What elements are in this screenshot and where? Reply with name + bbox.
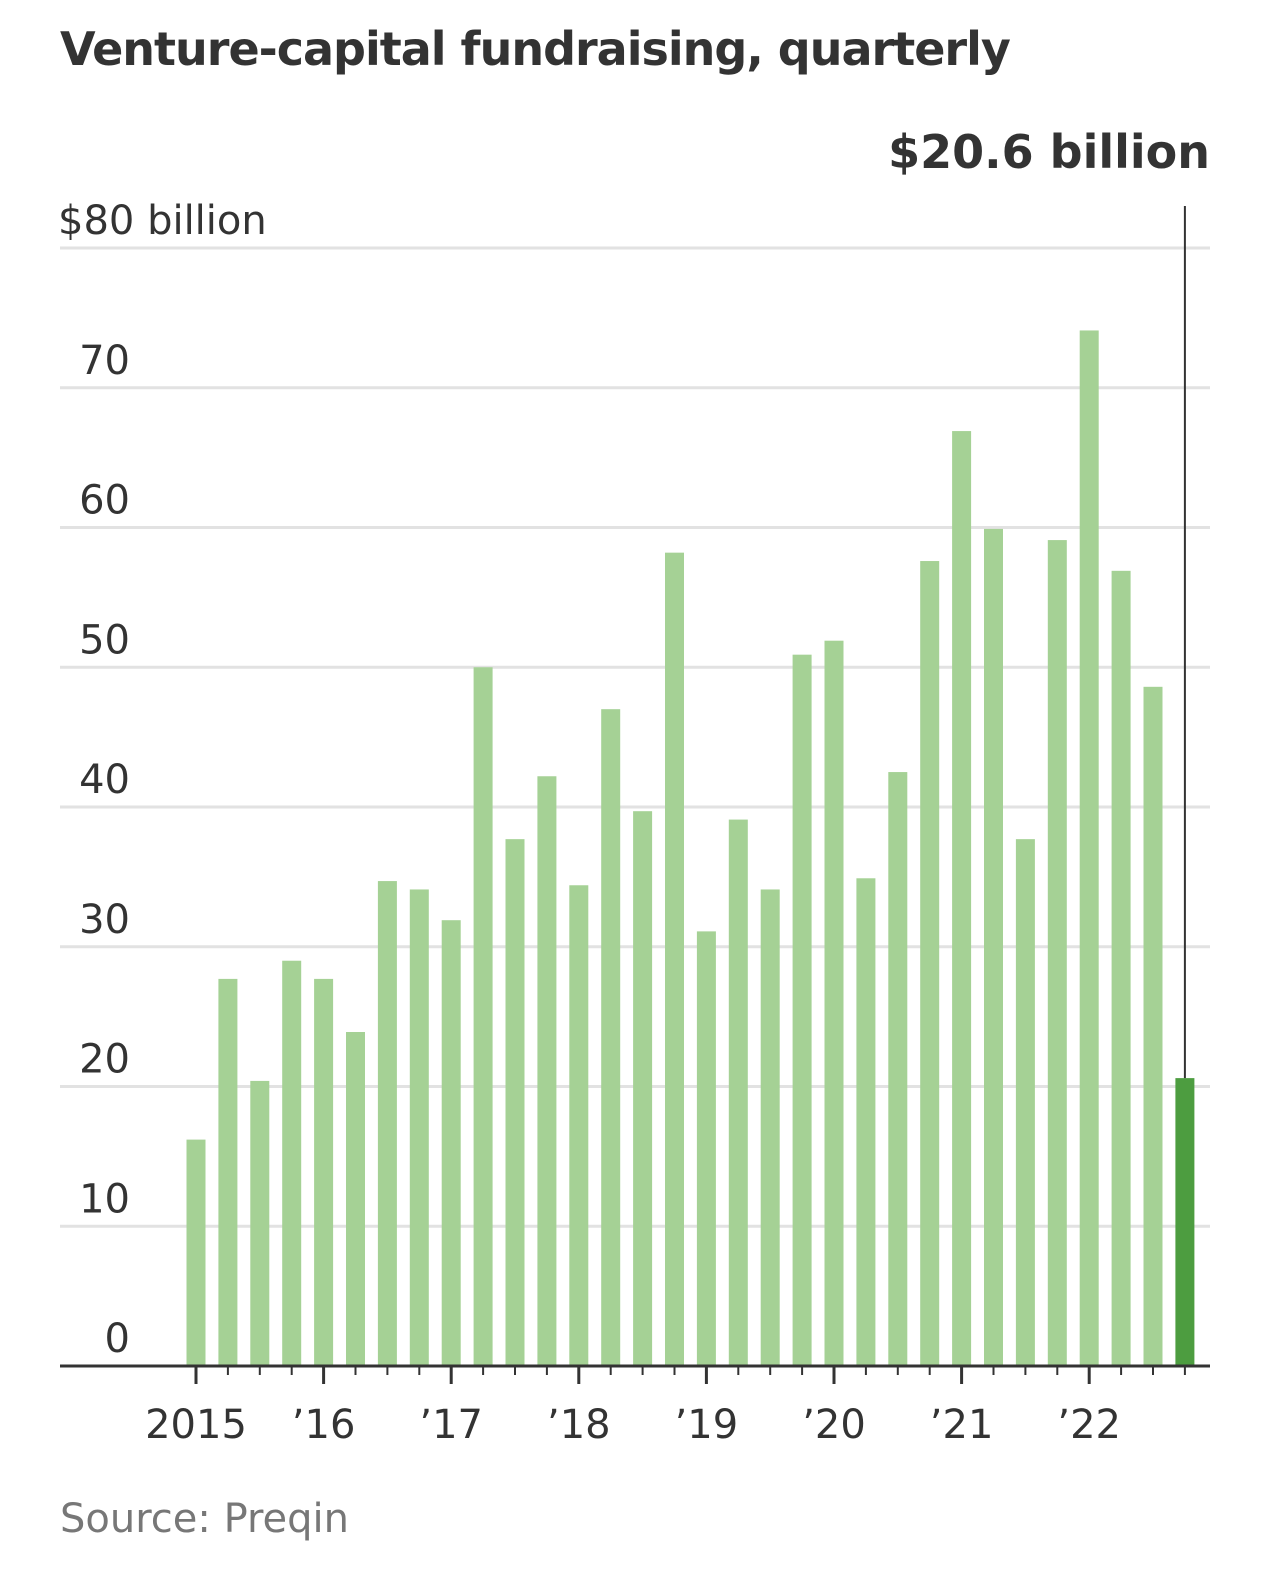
bar bbox=[920, 561, 940, 1366]
y-tick-label: 50 bbox=[79, 617, 130, 663]
x-tick-label: ’18 bbox=[547, 1402, 611, 1448]
bar bbox=[1047, 540, 1067, 1366]
bar bbox=[473, 667, 493, 1366]
bar bbox=[409, 889, 429, 1366]
x-tick-label: 2015 bbox=[145, 1402, 247, 1448]
y-tick-label: 20 bbox=[79, 1037, 130, 1083]
bar bbox=[760, 889, 780, 1366]
bar bbox=[346, 1031, 365, 1366]
y-tick-label: 10 bbox=[79, 1176, 130, 1222]
bar bbox=[696, 931, 716, 1366]
bar bbox=[665, 552, 684, 1366]
bar bbox=[282, 960, 302, 1366]
x-axis bbox=[60, 1364, 1210, 1384]
bar bbox=[728, 819, 748, 1366]
bar bbox=[569, 885, 589, 1366]
source-note: Source: Preqin bbox=[60, 1496, 350, 1542]
x-tick-label: ’20 bbox=[802, 1402, 866, 1448]
bars bbox=[186, 330, 1195, 1366]
bar bbox=[314, 978, 334, 1366]
callout: $20.6 billion bbox=[888, 125, 1210, 1079]
bar bbox=[601, 709, 621, 1366]
bar bbox=[1111, 570, 1131, 1366]
bar bbox=[218, 978, 238, 1366]
bar bbox=[186, 1139, 206, 1366]
x-tick-label: ’21 bbox=[930, 1402, 994, 1448]
chart-title: Venture-capital fundraising, quarterly bbox=[60, 22, 1011, 76]
bar bbox=[792, 654, 812, 1366]
x-axis-labels: 2015 ’16 ’17 ’18 ’19 ’20 ’21 ’22 bbox=[145, 1402, 1121, 1448]
bar bbox=[633, 811, 653, 1366]
bar bbox=[984, 528, 1003, 1366]
x-tick-label: ’17 bbox=[419, 1402, 483, 1448]
y-tick-label: 0 bbox=[105, 1316, 130, 1362]
y-axis-labels: 0 10 20 30 40 50 60 70 $80 billion bbox=[58, 198, 267, 1362]
x-tick-label: ’19 bbox=[675, 1402, 739, 1448]
bar bbox=[1143, 686, 1163, 1366]
x-tick-label: ’16 bbox=[292, 1402, 356, 1448]
x-tick-label: ’22 bbox=[1057, 1402, 1121, 1448]
bar bbox=[1079, 330, 1099, 1366]
bar bbox=[505, 839, 525, 1366]
bar bbox=[537, 776, 557, 1366]
bar bbox=[856, 878, 876, 1366]
y-tick-label: 70 bbox=[79, 338, 130, 384]
y-tick-label: 30 bbox=[79, 897, 130, 943]
bar bbox=[377, 881, 397, 1366]
y-tick-label: $80 billion bbox=[58, 198, 267, 244]
bar bbox=[1015, 839, 1035, 1366]
bar-chart: 0 10 20 30 40 50 60 70 $80 billion $20.6 billion… bbox=[58, 125, 1210, 1448]
bar bbox=[250, 1080, 270, 1366]
bar bbox=[952, 431, 972, 1366]
bar-highlight bbox=[1175, 1078, 1195, 1366]
callout-label: $20.6 billion bbox=[888, 125, 1210, 179]
bar bbox=[824, 640, 844, 1366]
y-tick-label: 40 bbox=[79, 757, 130, 803]
y-tick-label: 60 bbox=[79, 478, 130, 524]
bar bbox=[888, 772, 908, 1366]
bar bbox=[441, 920, 461, 1366]
